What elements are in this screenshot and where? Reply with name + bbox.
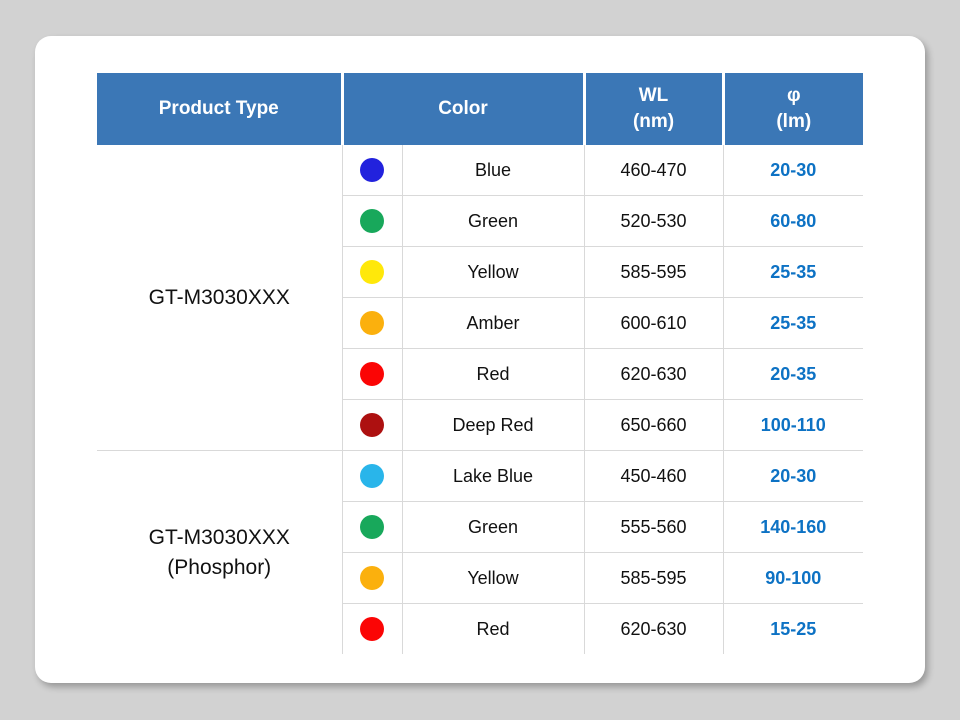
color-dot-icon	[360, 464, 384, 488]
col-header-flux: φ (lm)	[721, 73, 864, 145]
color-name-cell: Amber	[401, 297, 585, 349]
color-dot-icon	[360, 617, 384, 641]
col-header-wl-line2: (nm)	[632, 111, 675, 132]
color-dot-icon	[360, 158, 384, 182]
wl-cell: 450-460	[583, 450, 724, 502]
table-row: GT-M3030XXX Blue 460-470 20-30	[97, 145, 864, 451]
table-row: Yellow 585-595 25-35	[97, 246, 864, 298]
color-dot-cell	[341, 450, 402, 502]
product-type-cell: GT-M3030XXX (Phosphor)	[97, 450, 342, 654]
wl-cell: 620-630	[583, 348, 724, 400]
wl-cell: 600-610	[583, 297, 724, 349]
color-dot-cell	[341, 603, 402, 654]
wl-cell: 620-630	[583, 603, 724, 654]
flux-cell: 140-160	[722, 501, 864, 553]
wl-cell: 585-595	[583, 246, 724, 298]
table-body: GT-M3030XXX Blue 460-470 20-30 Green 520…	[97, 145, 864, 654]
col-header-flux-line1: φ	[786, 85, 801, 107]
slide-card: Product Type Color WL (nm) φ (lm) GT-M30…	[35, 36, 925, 683]
color-dot-icon	[360, 209, 384, 233]
flux-cell: 25-35	[722, 297, 864, 349]
color-dot-icon	[360, 311, 384, 335]
col-header-color: Color	[340, 73, 585, 145]
table-row: Red 620-630 15-25	[97, 603, 864, 654]
color-dot-cell	[341, 195, 402, 247]
table-row: Yellow 585-595 90-100	[97, 552, 864, 604]
product-type-cell: GT-M3030XXX	[97, 145, 342, 451]
color-name-cell: Deep Red	[401, 399, 585, 451]
color-name-cell: Yellow	[401, 552, 585, 604]
table-row: GT-M3030XXX (Phosphor) Lake Blue 450-460 …	[97, 450, 864, 654]
flux-cell: 90-100	[722, 552, 864, 604]
color-dot-cell	[341, 399, 402, 451]
color-name-cell: Green	[401, 501, 585, 553]
table-row: Amber 600-610 25-35	[97, 297, 864, 349]
flux-cell: 15-25	[722, 603, 864, 654]
wl-cell: 585-595	[583, 552, 724, 604]
color-dot-cell	[341, 246, 402, 298]
col-header-wl-line1: WL	[638, 85, 669, 107]
color-name-cell: Red	[401, 603, 585, 654]
flux-cell: 20-30	[722, 450, 864, 502]
color-dot-icon	[360, 515, 384, 539]
col-header-flux-line2: (lm)	[776, 111, 812, 132]
color-dot-cell	[341, 348, 402, 400]
color-dot-icon	[360, 362, 384, 386]
table-row: Green 520-530 60-80	[97, 195, 864, 247]
color-name-cell: Blue	[401, 145, 585, 196]
table-row: Green 555-560 140-160	[97, 501, 864, 553]
flux-cell: 25-35	[722, 246, 864, 298]
flux-cell: 100-110	[722, 399, 864, 451]
color-name-cell: Green	[401, 195, 585, 247]
color-dot-icon	[360, 413, 384, 437]
color-dot-cell	[341, 297, 402, 349]
led-spec-table: Product Type Color WL (nm) φ (lm) GT-M30…	[97, 73, 864, 654]
color-dot-cell	[341, 145, 402, 196]
table-row: Deep Red 650-660 100-110	[97, 399, 864, 451]
product-type-line: GT-M3030XXX	[148, 526, 290, 550]
header-row: Product Type Color WL (nm) φ (lm)	[97, 73, 864, 145]
product-type-line: GT-M3030XXX	[148, 285, 290, 309]
color-dot-icon	[360, 566, 384, 590]
color-dot-icon	[360, 260, 384, 284]
color-name-cell: Red	[401, 348, 585, 400]
col-header-wl: WL (nm)	[582, 73, 724, 145]
col-header-product-type: Product Type	[97, 73, 342, 145]
flux-cell: 60-80	[722, 195, 864, 247]
wl-cell: 460-470	[583, 145, 724, 196]
table-row: Red 620-630 20-35	[97, 348, 864, 400]
color-dot-cell	[341, 501, 402, 553]
color-name-cell: Yellow	[401, 246, 585, 298]
product-type-line: (Phosphor)	[167, 555, 272, 579]
flux-cell: 20-30	[722, 145, 864, 196]
wl-cell: 520-530	[583, 195, 724, 247]
wl-cell: 555-560	[583, 501, 724, 553]
flux-cell: 20-35	[722, 348, 864, 400]
color-name-cell: Lake Blue	[401, 450, 585, 502]
color-dot-cell	[341, 552, 402, 604]
wl-cell: 650-660	[583, 399, 724, 451]
